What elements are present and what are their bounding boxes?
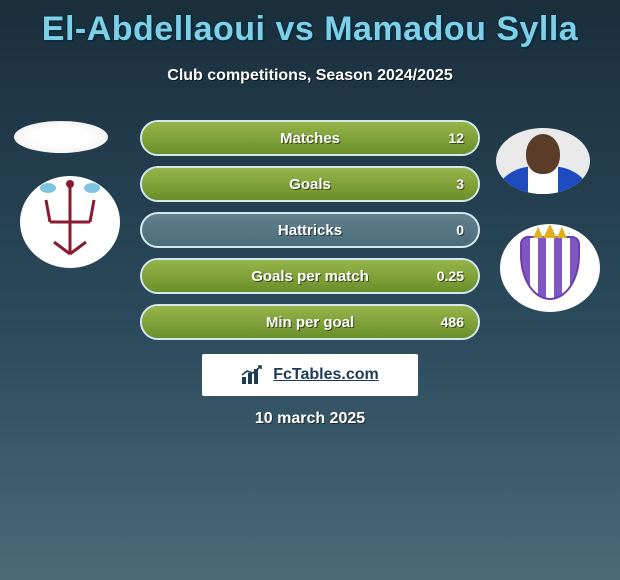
stat-right-value: 486: [441, 314, 464, 330]
stat-row-gpm: Goals per match 0.25: [140, 258, 480, 294]
stat-right-value: 0.25: [437, 268, 464, 284]
stat-row-hattricks: Hattricks 0: [140, 212, 480, 248]
stat-row-matches: Matches 12: [140, 120, 480, 156]
stat-right-value: 3: [456, 176, 464, 192]
subtitle: Club competitions, Season 2024/2025: [0, 67, 620, 85]
stat-label: Goals per match: [142, 268, 478, 285]
stat-row-goals: Goals 3: [140, 166, 480, 202]
date-text: 10 march 2025: [0, 410, 620, 428]
brand-link[interactable]: FcTables.com: [202, 354, 418, 396]
stat-label: Goals: [142, 176, 478, 193]
stat-label: Matches: [142, 130, 478, 147]
page-title: El-Abdellaoui vs Mamadou Sylla: [0, 0, 620, 49]
stat-right-value: 0: [456, 222, 464, 238]
stat-label: Hattricks: [142, 222, 478, 239]
brand-text: FcTables.com: [273, 366, 379, 384]
stats-area: Matches 12 Goals 3 Hattricks 0 Goals per…: [0, 120, 620, 350]
bars-icon: [241, 365, 265, 385]
stat-right-value: 12: [448, 130, 464, 146]
stat-row-mpg: Min per goal 486: [140, 304, 480, 340]
stat-label: Min per goal: [142, 314, 478, 331]
